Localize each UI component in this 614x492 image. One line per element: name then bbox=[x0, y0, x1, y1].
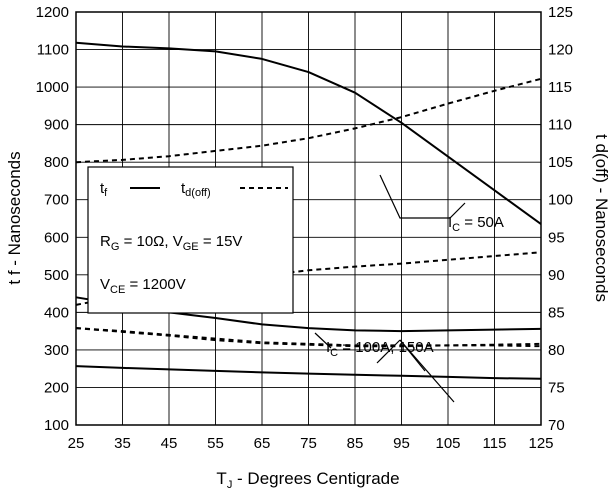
x-tick-label: 125 bbox=[528, 435, 553, 452]
y-left-tick-label: 1100 bbox=[37, 42, 69, 59]
y-left-tick-label: 200 bbox=[44, 379, 69, 396]
y-left-tick-label: 1000 bbox=[36, 79, 69, 96]
y-left-tick-label: 600 bbox=[44, 229, 69, 246]
x-tick-label: 35 bbox=[114, 435, 131, 452]
y-right-tick-label: 90 bbox=[548, 267, 565, 284]
x-tick-label: 95 bbox=[393, 435, 410, 452]
y-left-tick-label: 1200 bbox=[36, 4, 69, 21]
y-left-tick-label: 400 bbox=[44, 304, 69, 321]
y-left-tick-label: 100 bbox=[44, 417, 69, 434]
y-right-tick-label: 75 bbox=[548, 379, 565, 396]
x-tick-label: 25 bbox=[68, 435, 85, 452]
x-tick-label: 75 bbox=[300, 435, 317, 452]
x-tick-label: 65 bbox=[254, 435, 271, 452]
x-tick-label: 85 bbox=[347, 435, 364, 452]
x-tick-label: 55 bbox=[207, 435, 224, 452]
x-tick-label: 105 bbox=[435, 435, 460, 452]
y-left-tick-label: 900 bbox=[44, 117, 69, 134]
y-right-tick-label: 110 bbox=[548, 117, 572, 134]
y-right-tick-label: 85 bbox=[548, 304, 565, 321]
y-right-axis-title: t d(off) - Nanoseconds bbox=[592, 134, 611, 302]
y-right-tick-label: 70 bbox=[548, 417, 565, 434]
y-left-tick-label: 700 bbox=[44, 192, 69, 209]
x-tick-label: 45 bbox=[161, 435, 178, 452]
y-right-tick-label: 125 bbox=[548, 4, 573, 21]
y-right-tick-label: 120 bbox=[548, 42, 573, 59]
x-tick-label: 115 bbox=[483, 435, 507, 452]
legend: tf td(off) RG = 10Ω, VGE = 15V VCE = 120… bbox=[88, 167, 293, 313]
y-right-tick-label: 100 bbox=[548, 192, 573, 209]
y-right-tick-label: 95 bbox=[548, 229, 565, 246]
y-right-tick-label: 105 bbox=[548, 154, 573, 171]
y-left-axis-title: t f - Nanoseconds bbox=[5, 151, 24, 284]
y-right-tick-label: 80 bbox=[548, 342, 565, 359]
y-left-tick-label: 500 bbox=[44, 267, 69, 284]
y-right-tick-label: 115 bbox=[548, 79, 572, 96]
y-left-tick-label: 300 bbox=[44, 342, 69, 359]
y-left-tick-label: 800 bbox=[44, 154, 69, 171]
x-axis-title: TJ - Degrees Centigrade bbox=[216, 469, 399, 491]
